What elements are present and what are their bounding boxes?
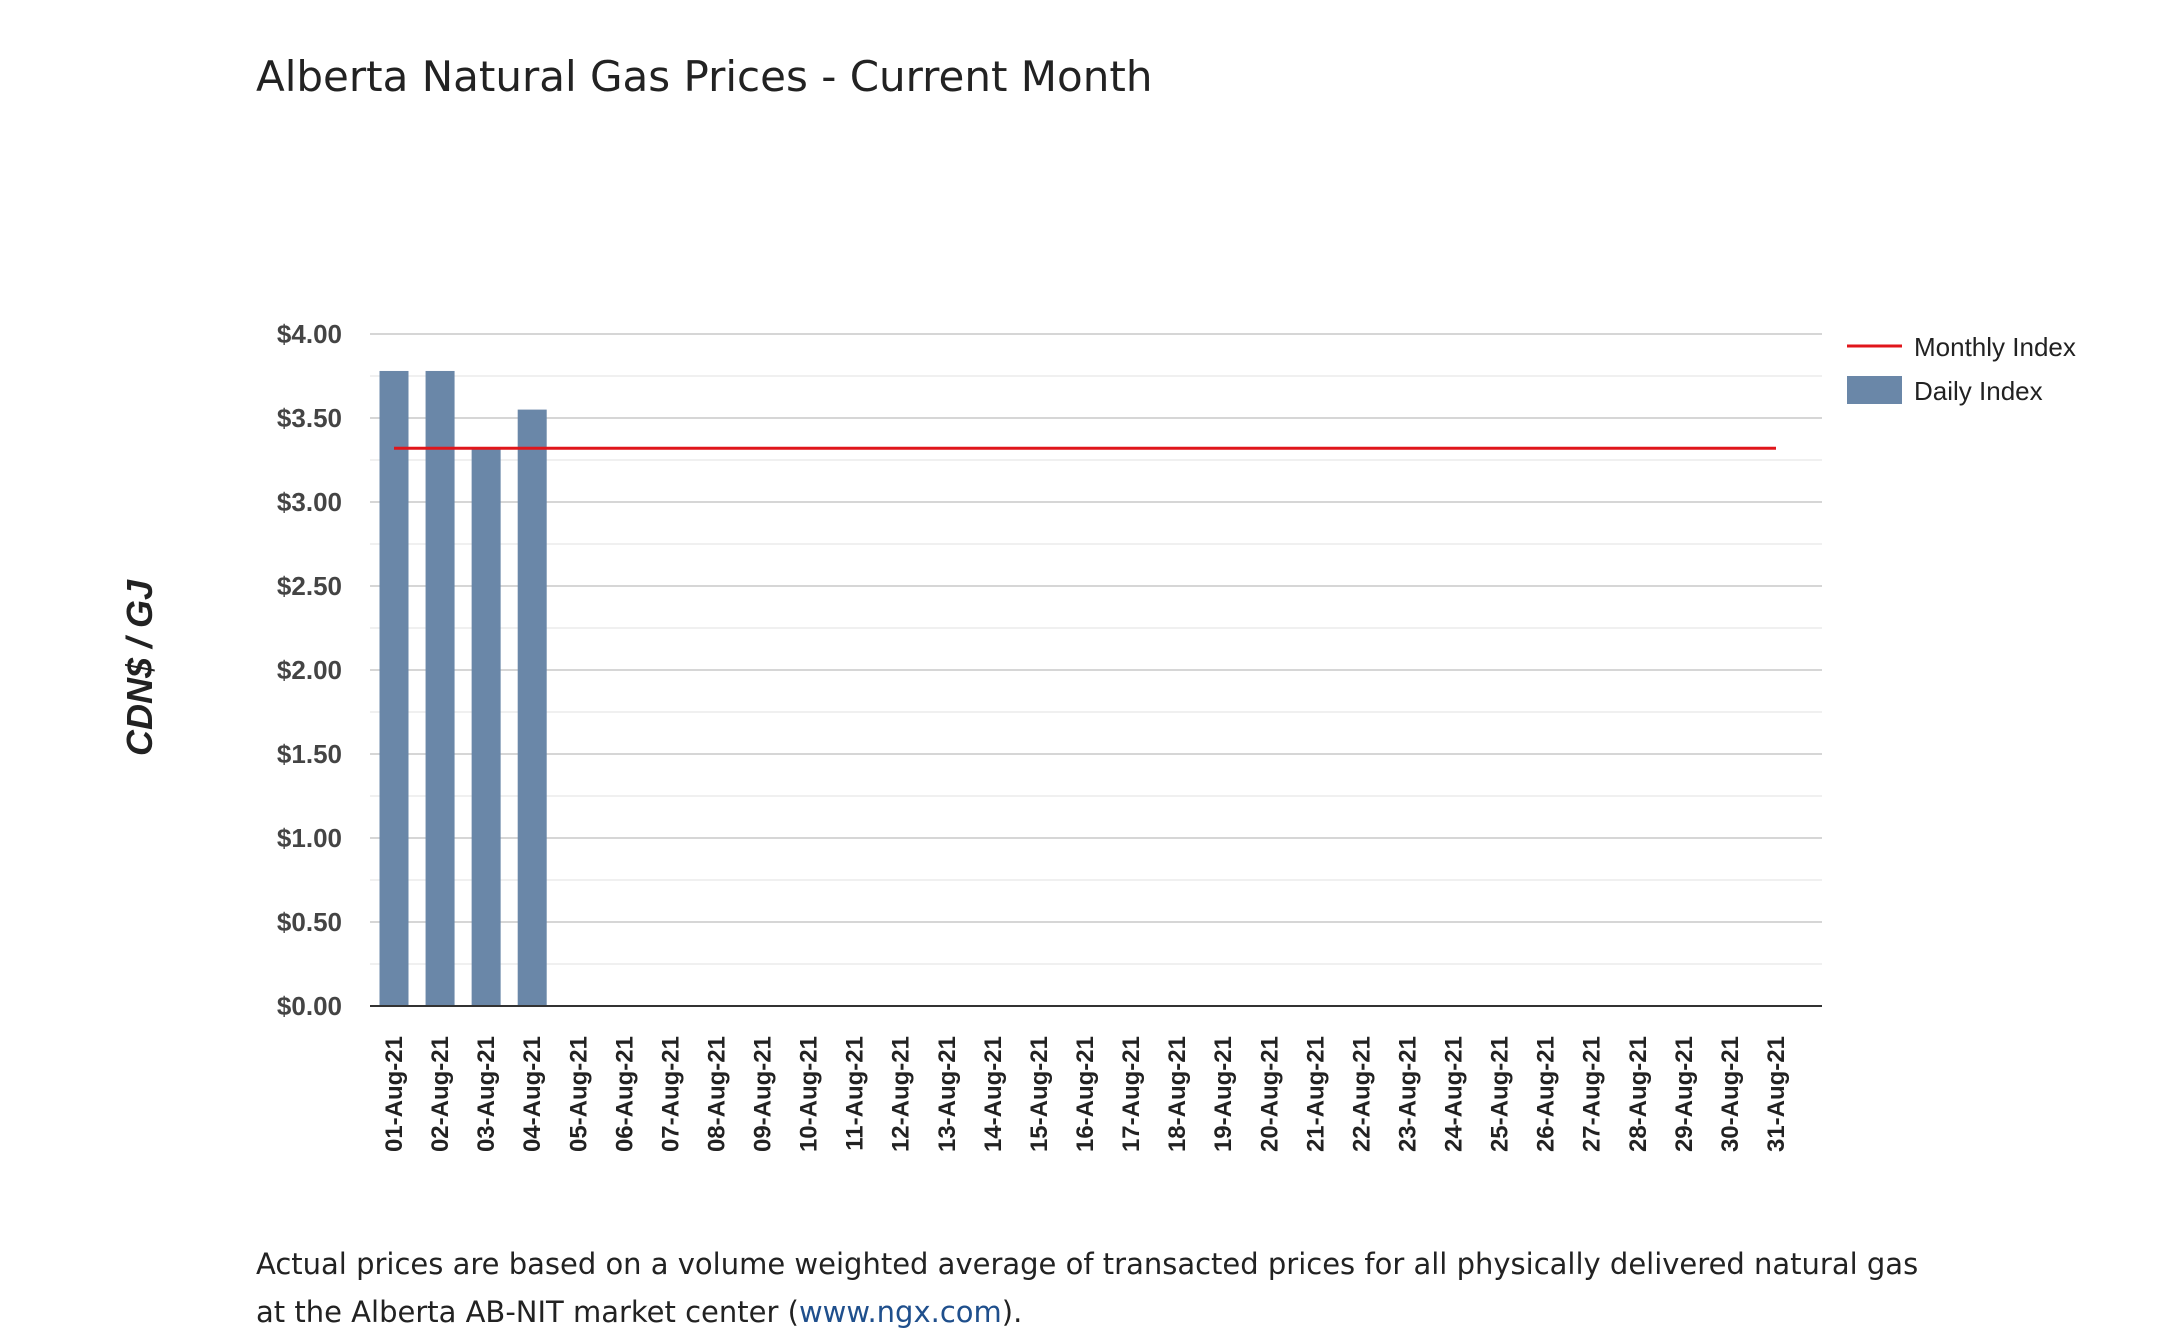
x-tick-label: 06-Aug-21 [611,1036,638,1152]
x-tick-label: 14-Aug-21 [980,1036,1007,1152]
x-tick-label: 25-Aug-21 [1487,1036,1514,1152]
y-tick-label: $0.50 [277,907,342,937]
footnote-end: ). [1001,1295,1023,1329]
x-tick-label: 28-Aug-21 [1625,1036,1652,1152]
x-tick-label: 13-Aug-21 [934,1036,961,1152]
x-tick-label: 11-Aug-21 [842,1036,869,1151]
daily-index-bars [379,370,547,1007]
x-tick-label: 03-Aug-21 [473,1036,500,1152]
x-tick-label: 27-Aug-21 [1579,1036,1606,1152]
x-tick-label: 08-Aug-21 [703,1036,730,1152]
x-tick-label: 07-Aug-21 [657,1036,684,1152]
x-tick-label: 18-Aug-21 [1164,1036,1191,1152]
y-axis-label: CDN$ / GJ [119,579,160,756]
price-chart: $0.00 $0.50 $1.00 $1.50 $2.00 $2.50 $3.00 $3.50… [119,319,2076,1152]
y-tick-label: $1.00 [277,823,342,853]
x-tick-label: 05-Aug-21 [565,1036,592,1152]
y-tick-label: $2.00 [277,655,342,685]
x-tick-label: 20-Aug-21 [1256,1036,1283,1152]
ngx-link[interactable]: www.ngx.com [798,1295,1002,1329]
legend-label-monthly-index: Monthly Index [1914,332,2076,362]
x-tick-label: 02-Aug-21 [427,1036,454,1152]
x-tick-label: 23-Aug-21 [1394,1036,1421,1152]
x-tick-label: 09-Aug-21 [750,1036,777,1152]
y-tick-label: $2.50 [277,571,342,601]
y-tick-label: $3.00 [277,487,342,517]
x-tick-label: 31-Aug-21 [1763,1036,1790,1152]
x-tick-label: 24-Aug-21 [1441,1036,1468,1152]
grid-lines [370,333,1822,965]
x-tick-label: 12-Aug-21 [888,1036,915,1152]
x-tick-label: 22-Aug-21 [1348,1036,1375,1152]
bar-daily-index [379,370,409,1007]
x-tick-label: 30-Aug-21 [1717,1036,1744,1152]
footnote-text: Actual prices are based on a volume weig… [256,1247,1919,1329]
bar-daily-index [517,409,547,1007]
x-tick-label: 01-Aug-21 [381,1036,408,1152]
legend: Monthly Index Daily Index [1847,332,2076,406]
x-tick-label: 21-Aug-21 [1302,1036,1329,1152]
bar-daily-index [471,448,501,1006]
y-tick-label: $3.50 [277,403,342,433]
x-tick-label: 15-Aug-21 [1026,1036,1053,1152]
legend-swatch-daily-index [1847,376,1902,404]
page-title: Alberta Natural Gas Prices - Current Mon… [256,52,1153,101]
x-tick-label: 10-Aug-21 [796,1036,823,1152]
x-tick-label: 29-Aug-21 [1671,1036,1698,1152]
y-tick-label: $4.00 [277,319,342,349]
x-tick-label: 04-Aug-21 [519,1036,546,1152]
y-tick-label: $0.00 [277,991,342,1021]
footnote: Actual prices are based on a volume weig… [256,1240,1956,1336]
x-tick-label: 26-Aug-21 [1533,1036,1560,1152]
x-tick-label: 19-Aug-21 [1210,1036,1237,1152]
bar-daily-index [425,370,455,1007]
x-axis-ticks: 01-Aug-21 02-Aug-21 03-Aug-21 04-Aug-21 05-A… [381,1036,1790,1152]
x-tick-label: 16-Aug-21 [1072,1036,1099,1152]
legend-label-daily-index: Daily Index [1914,376,2043,406]
x-tick-label: 17-Aug-21 [1118,1036,1145,1152]
y-tick-label: $1.50 [277,739,342,769]
y-axis-ticks: $0.00 $0.50 $1.00 $1.50 $2.00 $2.50 $3.00 $3.50… [277,319,342,1021]
